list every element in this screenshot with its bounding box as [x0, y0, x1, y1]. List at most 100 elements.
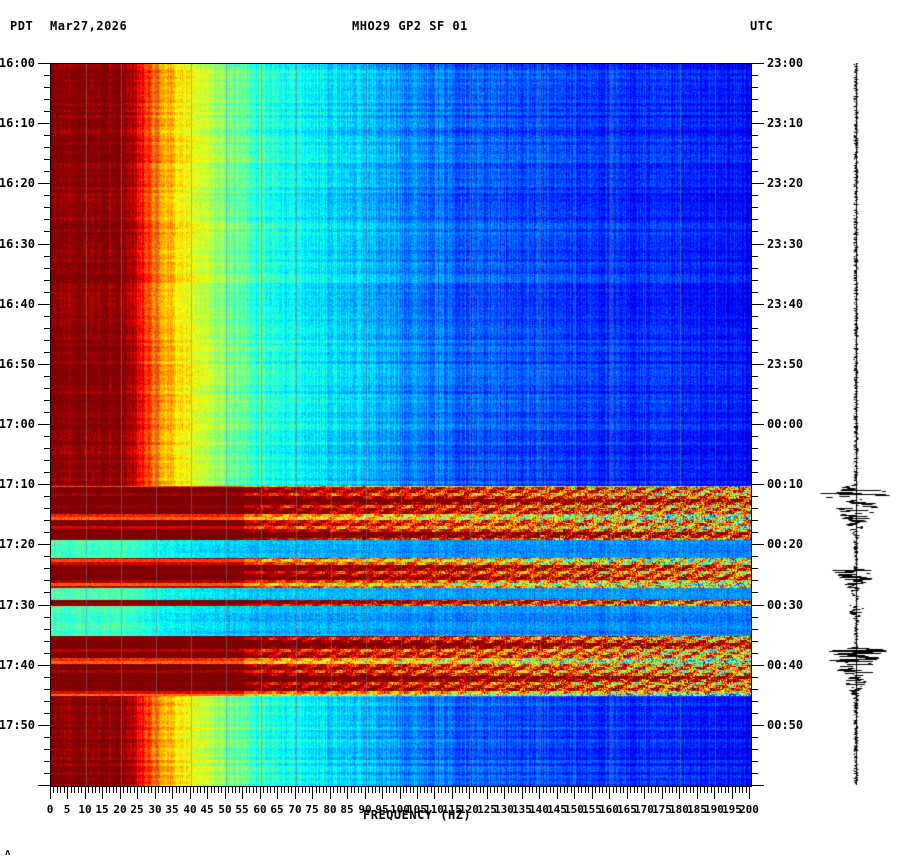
- time-tick-minor: [751, 617, 758, 618]
- time-tick-minor: [751, 448, 758, 449]
- frequency-axis-label: 150: [564, 803, 584, 816]
- freq-tick-major: [295, 786, 296, 799]
- frequency-axis-label: 65: [270, 803, 284, 816]
- freq-tick-major: [242, 786, 243, 799]
- freq-tick-major: [732, 786, 733, 799]
- frequency-axis-label: 60: [253, 803, 267, 816]
- freq-tick-minor: [291, 786, 292, 793]
- time-tick-minor: [751, 592, 758, 593]
- frequency-axis-label: 130: [494, 803, 514, 816]
- freq-tick-minor: [57, 786, 58, 793]
- freq-tick-minor: [669, 786, 670, 793]
- freq-tick-minor: [88, 786, 89, 793]
- freq-tick-major: [225, 786, 226, 799]
- time-axis-label: 16:40: [0, 297, 35, 311]
- time-tick-minor: [751, 580, 758, 581]
- time-tick-minor: [751, 231, 758, 232]
- freq-tick-minor: [246, 786, 247, 793]
- freq-tick-minor: [235, 786, 236, 793]
- freq-tick-minor: [165, 786, 166, 793]
- frequency-axis-label: 15: [95, 803, 109, 816]
- freq-tick-minor: [228, 786, 229, 793]
- freq-tick-major: [85, 786, 86, 799]
- freq-tick-minor: [494, 786, 495, 793]
- freq-tick-major: [679, 786, 680, 799]
- time-tick-major: [751, 544, 764, 545]
- freq-tick-minor: [368, 786, 369, 793]
- freq-tick-minor: [176, 786, 177, 793]
- spectrogram-plot: [50, 63, 752, 787]
- frequency-axis-label: 35: [165, 803, 179, 816]
- freq-tick-major: [592, 786, 593, 799]
- freq-tick-major: [172, 786, 173, 799]
- time-axis-label: 17:10: [0, 477, 35, 491]
- frequency-axis-label: 160: [599, 803, 619, 816]
- freq-tick-minor: [536, 786, 537, 793]
- freq-tick-major: [417, 786, 418, 799]
- freq-tick-major: [330, 786, 331, 799]
- time-tick-minor: [751, 207, 758, 208]
- time-tick-minor: [751, 147, 758, 148]
- freq-tick-major: [469, 786, 470, 799]
- time-axis-label: 00:20: [767, 537, 804, 551]
- freq-tick-minor: [728, 786, 729, 793]
- freq-tick-minor: [253, 786, 254, 793]
- time-axis-label: 00:30: [767, 598, 804, 612]
- freq-tick-minor: [571, 786, 572, 793]
- freq-tick-minor: [232, 786, 233, 793]
- freq-tick-major: [190, 786, 191, 799]
- freq-tick-minor: [515, 786, 516, 793]
- freq-tick-minor: [564, 786, 565, 793]
- frequency-axis-title: FREQUENCY (HZ): [363, 808, 472, 822]
- frequency-axis-label: 45: [200, 803, 214, 816]
- time-tick-minor: [751, 737, 758, 738]
- freq-tick-minor: [148, 786, 149, 793]
- freq-tick-minor: [567, 786, 568, 793]
- freq-tick-minor: [546, 786, 547, 793]
- freq-tick-minor: [256, 786, 257, 793]
- time-axis-label: 00:10: [767, 477, 804, 491]
- header-timezone-right: UTC: [750, 19, 774, 33]
- freq-tick-minor: [543, 786, 544, 793]
- time-tick-minor: [751, 219, 758, 220]
- freq-tick-minor: [511, 786, 512, 793]
- freq-tick-minor: [595, 786, 596, 793]
- time-axis-label: 23:30: [767, 237, 804, 251]
- header-timezone-left: PDT: [10, 19, 34, 33]
- frequency-axis-label: 170: [634, 803, 654, 816]
- freq-tick-major: [137, 786, 138, 799]
- freq-tick-minor: [665, 786, 666, 793]
- time-tick-major: [751, 484, 764, 485]
- time-tick-major: [751, 304, 764, 305]
- freq-tick-minor: [158, 786, 159, 793]
- freq-tick-minor: [735, 786, 736, 793]
- freq-tick-major: [260, 786, 261, 799]
- freq-tick-minor: [130, 786, 131, 793]
- time-tick-minor: [751, 412, 758, 413]
- freq-tick-minor: [95, 786, 96, 793]
- freq-tick-minor: [358, 786, 359, 793]
- time-axis-label: 17:30: [0, 598, 35, 612]
- time-tick-minor: [751, 677, 758, 678]
- freq-tick-major: [627, 786, 628, 799]
- freq-tick-minor: [672, 786, 673, 793]
- time-axis-label: 23:10: [767, 116, 804, 130]
- frequency-axis-label: 190: [704, 803, 724, 816]
- freq-tick-minor: [651, 786, 652, 793]
- freq-tick-minor: [372, 786, 373, 793]
- freq-tick-minor: [742, 786, 743, 793]
- frequency-axis-label: 145: [547, 803, 567, 816]
- frequency-axis-label: 180: [669, 803, 689, 816]
- time-tick-minor: [751, 568, 758, 569]
- freq-tick-minor: [480, 786, 481, 793]
- time-tick-minor: [751, 556, 758, 557]
- time-axis-label: 00:00: [767, 417, 804, 431]
- freq-tick-minor: [351, 786, 352, 793]
- freq-tick-minor: [424, 786, 425, 793]
- freq-tick-minor: [78, 786, 79, 793]
- freq-tick-minor: [455, 786, 456, 793]
- freq-tick-minor: [606, 786, 607, 793]
- freq-tick-minor: [620, 786, 621, 793]
- freq-tick-minor: [74, 786, 75, 793]
- freq-tick-major: [697, 786, 698, 799]
